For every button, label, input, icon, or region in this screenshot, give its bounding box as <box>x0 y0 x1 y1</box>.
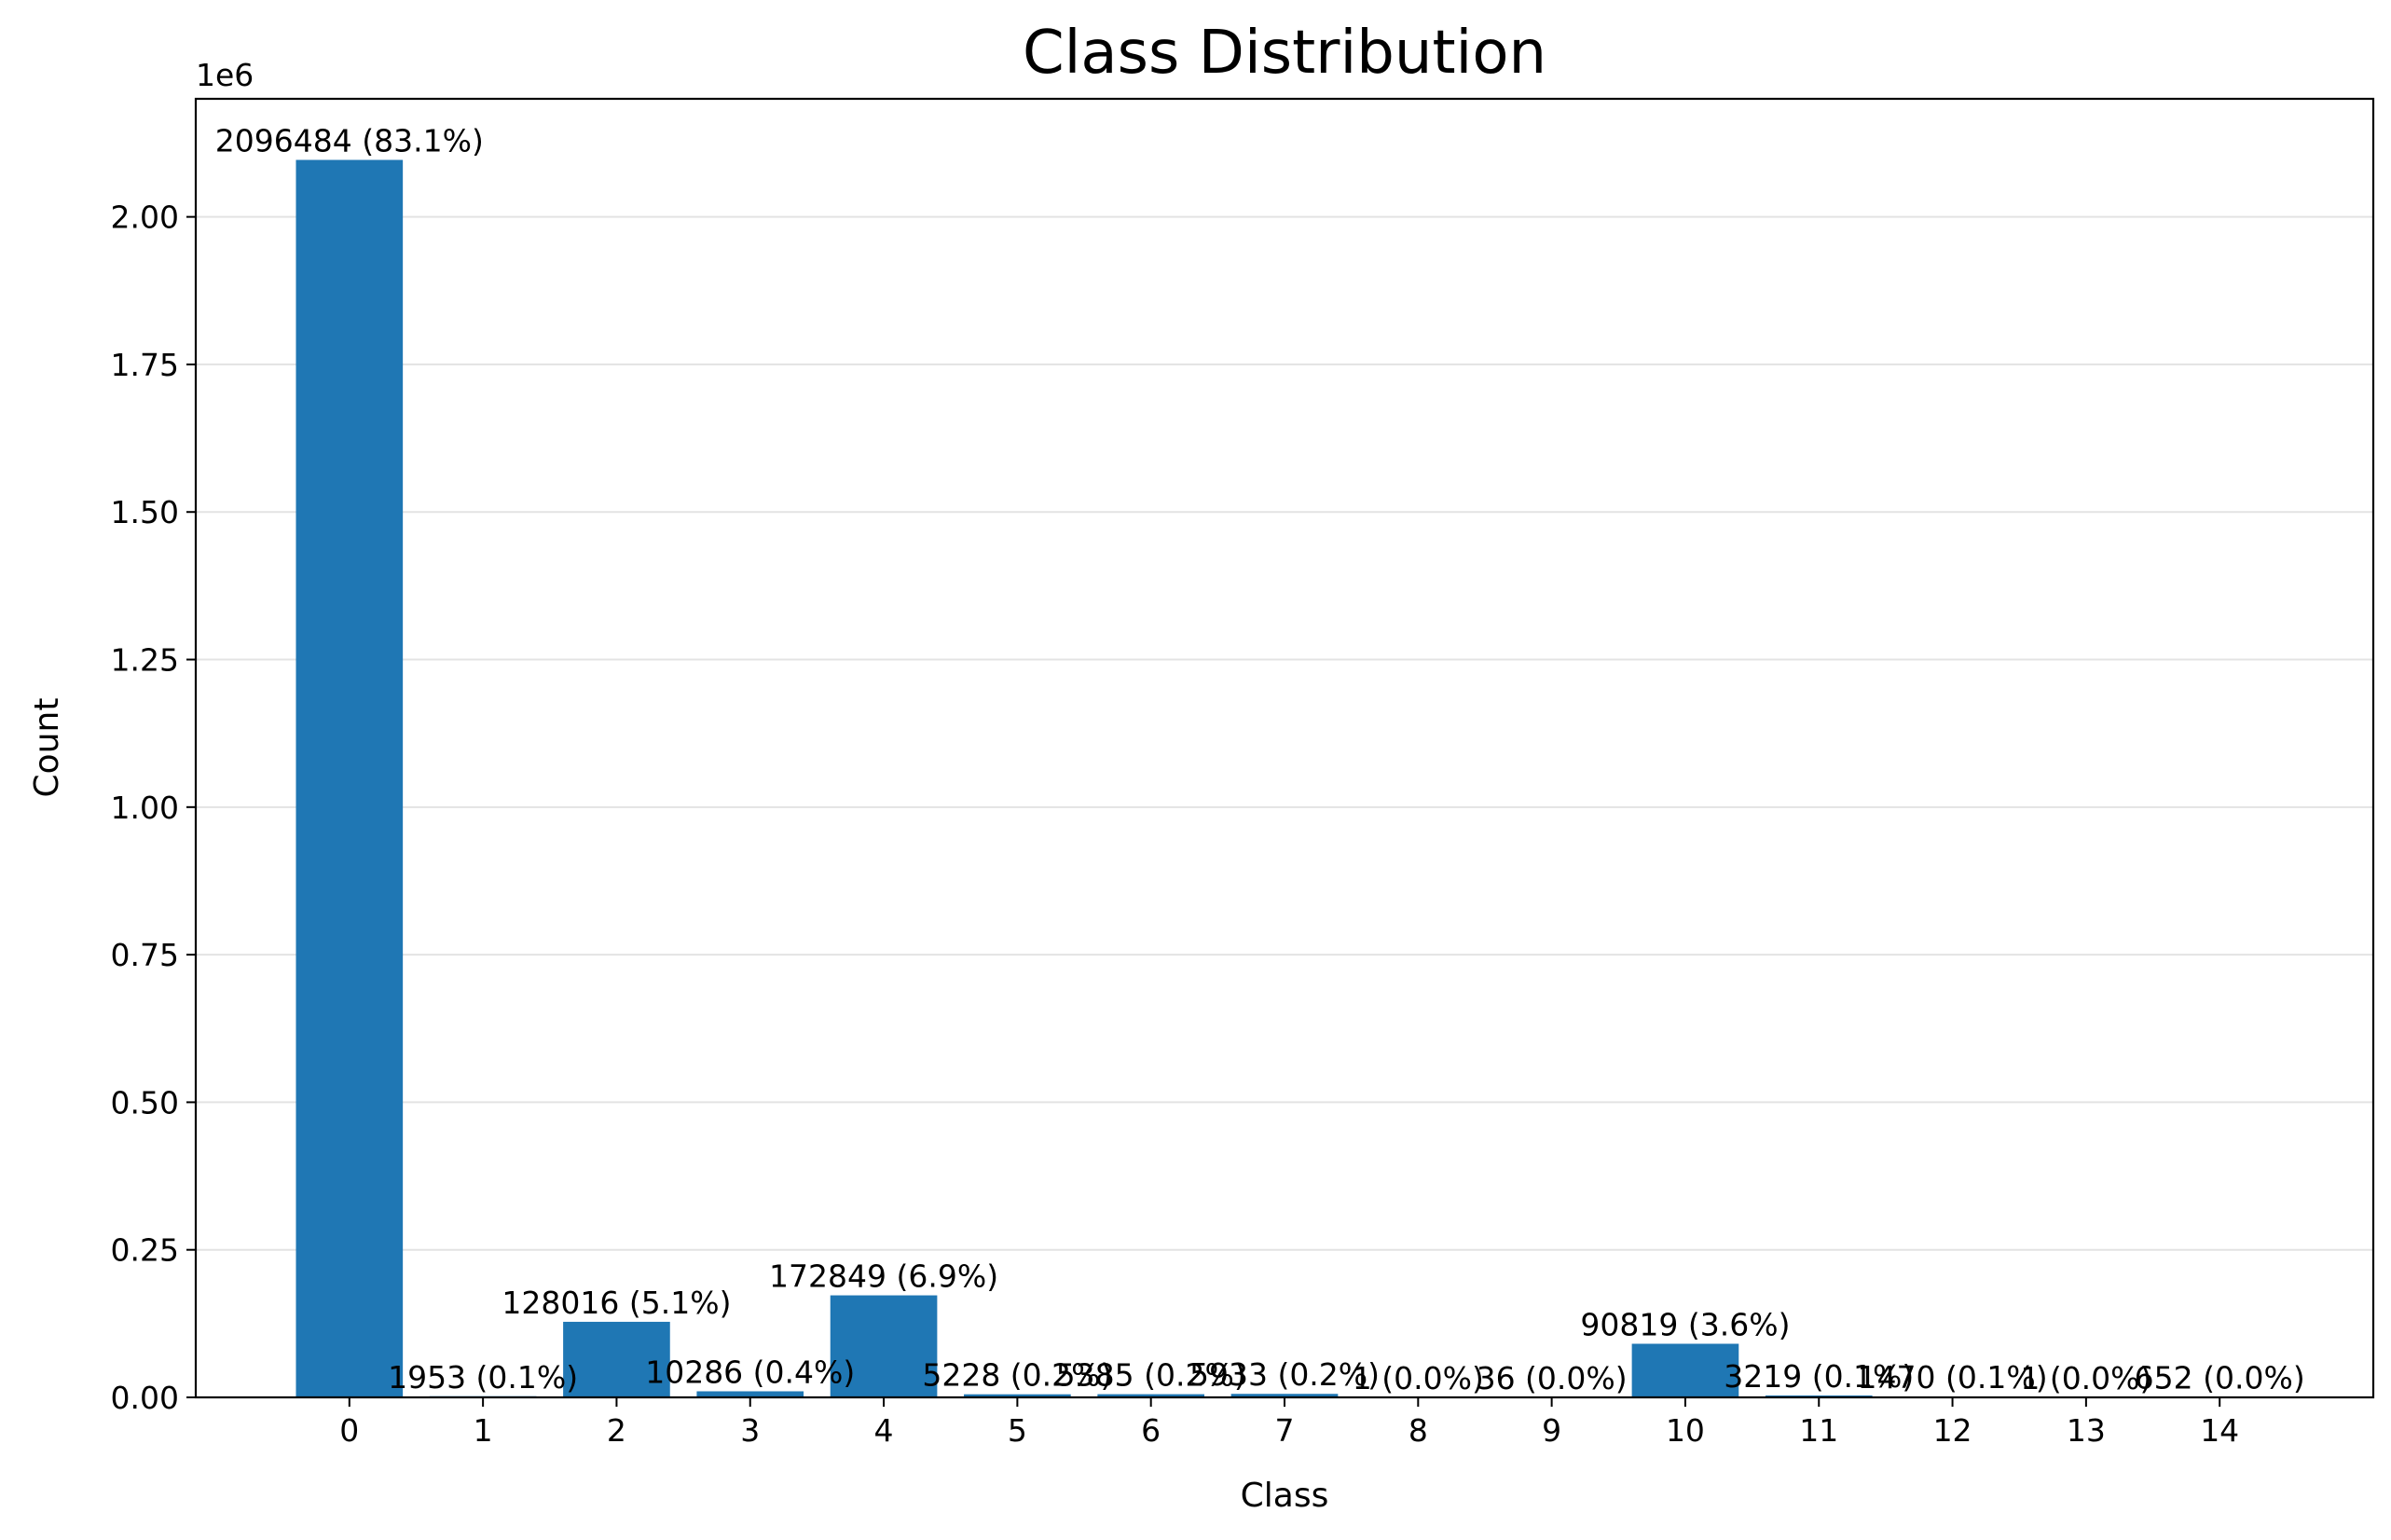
x-tick-label: 10 <box>1666 1412 1705 1449</box>
y-tick-label: 0.75 <box>111 937 179 973</box>
axis-ticks: 0.000.250.500.751.001.251.501.752.000 1 2 3… <box>111 199 2240 1449</box>
y-tick-label: 0.25 <box>111 1232 179 1269</box>
y-tick-label: 2.00 <box>111 199 179 236</box>
bar-value-label: 5385 (0.2%) <box>1056 1357 1246 1394</box>
y-tick-label: 0.00 <box>111 1380 179 1416</box>
y-tick-label: 0.50 <box>111 1084 179 1121</box>
bar-class-5 <box>964 1394 1071 1397</box>
bar-value-label: 128016 (5.1%) <box>502 1285 731 1321</box>
y-tick-label: 1.50 <box>111 494 179 530</box>
bar-value-label: 652 (0.0%) <box>2135 1360 2305 1396</box>
bar-value-label: 172849 (6.9%) <box>769 1258 998 1295</box>
bar-value-label: 10286 (0.4%) <box>645 1354 855 1390</box>
bar-class-2 <box>563 1321 670 1397</box>
bar-value-label: 5933 (0.2%) <box>1189 1356 1380 1393</box>
bar-class-4 <box>830 1295 938 1397</box>
x-tick-label: 13 <box>2067 1412 2106 1449</box>
bar-value-label: 90819 (3.6%) <box>1580 1306 1790 1342</box>
bar-class-7 <box>1230 1394 1339 1397</box>
bar-value-label: 2096484 (83.1%) <box>215 123 484 159</box>
y-tick-label: 1.75 <box>111 347 179 383</box>
bar-value-label: 3219 (0.1%) <box>1724 1358 1914 1395</box>
x-tick-label: 14 <box>2200 1412 2239 1449</box>
bar-class-3 <box>696 1391 804 1397</box>
chart-title: Class Distribution <box>1023 19 1546 88</box>
x-tick-label: 1 <box>474 1412 493 1449</box>
x-tick-label: 0 <box>339 1412 359 1449</box>
y-axis-offset-text: 1e6 <box>196 57 254 93</box>
bars <box>295 159 2274 1398</box>
y-axis-label: Count <box>28 698 66 798</box>
bar-class-6 <box>1097 1394 1205 1397</box>
x-tick-label: 6 <box>1141 1412 1161 1449</box>
x-tick-label: 5 <box>1008 1412 1027 1449</box>
bar-value-label: 1953 (0.1%) <box>388 1359 578 1396</box>
x-tick-label: 12 <box>1933 1412 1972 1449</box>
bar-value-label: 5228 (0.2%) <box>922 1357 1112 1394</box>
x-tick-label: 8 <box>1408 1412 1428 1449</box>
y-tick-label: 1.25 <box>111 642 179 679</box>
x-tick-label: 9 <box>1542 1412 1561 1449</box>
bar-value-label: 1 (0.0%) <box>1353 1360 1484 1396</box>
x-tick-label: 3 <box>740 1412 760 1449</box>
x-tick-label: 11 <box>1799 1412 1838 1449</box>
x-tick-label: 4 <box>874 1412 894 1449</box>
bar-labels: 2096484 (83.1%) 1953 (0.1%) 128016 (5.1%) 1… <box>215 123 2305 1396</box>
x-tick-label: 7 <box>1275 1412 1295 1449</box>
bar-value-label: 1470 (0.1%) <box>1858 1359 2048 1396</box>
y-tick-label: 1.00 <box>111 790 179 826</box>
bar-class-10 <box>1631 1343 1739 1397</box>
bar-class-0 <box>295 159 404 1398</box>
bar-value-label: 1 (0.0%) <box>2020 1360 2151 1396</box>
x-tick-label: 2 <box>607 1412 626 1449</box>
x-axis-label: Class <box>1241 1477 1329 1515</box>
bar-value-label: 36 (0.0%) <box>1477 1360 1628 1396</box>
